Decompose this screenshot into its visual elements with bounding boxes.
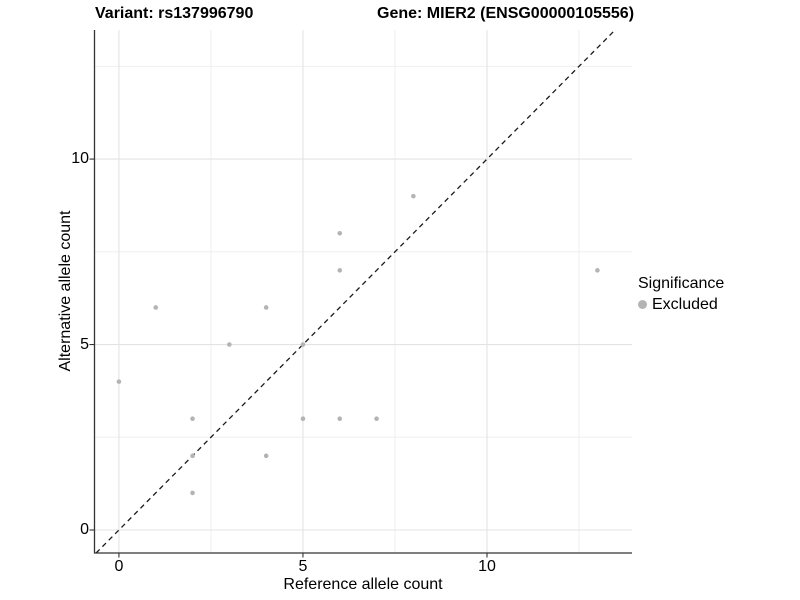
legend-entry-label: Excluded xyxy=(652,296,718,313)
data-point xyxy=(190,453,195,459)
x-tick-label: 5 xyxy=(298,558,308,575)
x-tick-label: 0 xyxy=(114,558,124,575)
plot-title-variant: Variant: rs137996790 xyxy=(95,5,254,22)
data-point xyxy=(411,193,416,199)
legend-title: Significance xyxy=(638,275,725,292)
data-point xyxy=(190,490,195,496)
data-point xyxy=(300,342,306,347)
plot-title-gene: Gene: MIER2 (ENSG00000105556) xyxy=(377,5,635,22)
y-tick-label: 0 xyxy=(80,521,89,538)
data-point xyxy=(337,416,343,422)
x-axis-title: Reference allele count xyxy=(283,576,443,593)
identity-line xyxy=(95,29,616,554)
data-point xyxy=(153,305,159,310)
legend-point-icon xyxy=(638,300,647,309)
legend: Significance Excluded xyxy=(638,274,724,314)
data-point xyxy=(227,342,232,347)
data-point xyxy=(300,416,306,422)
y-tick-label: 10 xyxy=(71,150,89,168)
data-point xyxy=(337,230,343,236)
data-point xyxy=(374,416,379,422)
legend-entry-excluded: Excluded xyxy=(638,295,724,314)
data-point xyxy=(595,268,600,273)
x-tick-label: 10 xyxy=(478,558,496,575)
data-point xyxy=(116,379,122,384)
data-point xyxy=(263,305,269,310)
data-point xyxy=(263,453,269,459)
data-point xyxy=(190,416,195,422)
data-point xyxy=(337,268,343,273)
y-tick-label: 5 xyxy=(80,335,89,353)
